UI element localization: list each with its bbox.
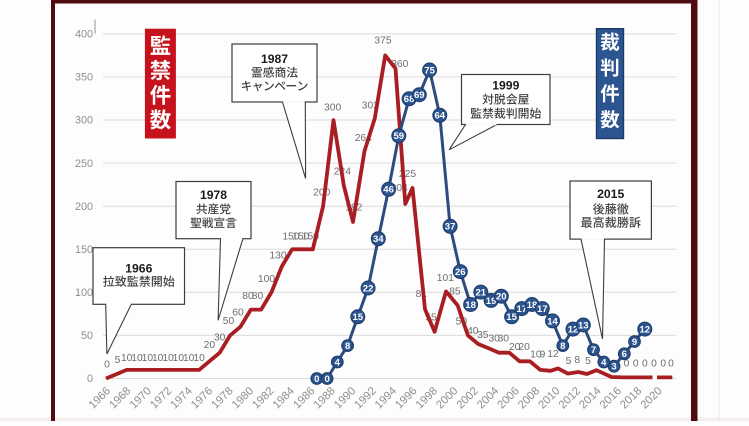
svg-text:150: 150	[282, 231, 299, 242]
svg-text:22: 22	[363, 283, 374, 294]
svg-text:5: 5	[585, 356, 591, 367]
svg-text:20: 20	[509, 342, 521, 353]
svg-text:59: 59	[394, 131, 405, 142]
svg-text:100: 100	[75, 287, 93, 299]
svg-text:64: 64	[435, 111, 446, 122]
svg-text:150: 150	[292, 231, 309, 242]
svg-text:10: 10	[530, 350, 542, 361]
svg-text:40: 40	[467, 326, 479, 337]
svg-text:10: 10	[142, 353, 154, 364]
svg-text:50: 50	[81, 330, 93, 342]
svg-text:5: 5	[115, 355, 121, 366]
svg-text:75: 75	[424, 65, 435, 76]
svg-text:15: 15	[506, 312, 517, 323]
svg-text:2015: 2015	[597, 187, 624, 201]
svg-text:9: 9	[632, 337, 637, 348]
svg-text:18: 18	[465, 300, 476, 311]
svg-text:225: 225	[399, 169, 416, 180]
svg-text:81: 81	[416, 289, 428, 300]
svg-text:18: 18	[527, 300, 538, 311]
svg-text:13: 13	[578, 320, 589, 331]
svg-text:10: 10	[193, 353, 205, 364]
svg-text:34: 34	[373, 234, 384, 245]
svg-text:21: 21	[476, 288, 487, 299]
svg-text:130: 130	[269, 250, 286, 261]
svg-text:300: 300	[324, 103, 341, 114]
svg-text:0: 0	[314, 374, 319, 385]
svg-text:200: 200	[313, 188, 330, 199]
svg-text:8: 8	[574, 355, 580, 366]
svg-text:9: 9	[540, 350, 546, 361]
svg-text:0: 0	[633, 359, 639, 370]
svg-text:10: 10	[162, 353, 174, 364]
svg-text:10: 10	[121, 353, 133, 364]
svg-text:101: 101	[437, 273, 454, 284]
svg-text:350: 350	[75, 72, 93, 84]
svg-text:200: 200	[75, 201, 93, 213]
svg-text:80: 80	[252, 291, 264, 302]
svg-text:37: 37	[445, 222, 456, 233]
svg-text:1987: 1987	[261, 52, 288, 66]
svg-text:68: 68	[404, 94, 415, 105]
svg-text:50: 50	[223, 316, 235, 327]
svg-text:150: 150	[75, 244, 93, 256]
svg-text:0: 0	[642, 359, 648, 370]
svg-text:150: 150	[302, 231, 319, 242]
svg-text:19: 19	[486, 296, 497, 307]
svg-text:30: 30	[214, 333, 226, 344]
svg-text:10: 10	[131, 353, 143, 364]
svg-text:17: 17	[517, 304, 528, 315]
svg-text:14: 14	[547, 316, 558, 327]
svg-text:5: 5	[566, 356, 572, 367]
svg-text:4: 4	[601, 357, 607, 368]
svg-text:80: 80	[242, 291, 254, 302]
svg-text:30: 30	[488, 334, 500, 345]
svg-text:1999: 1999	[492, 79, 519, 93]
svg-text:0: 0	[624, 359, 630, 370]
svg-text:100: 100	[258, 274, 275, 285]
svg-text:0: 0	[104, 360, 110, 371]
svg-text:26: 26	[455, 267, 466, 278]
svg-text:0: 0	[668, 359, 674, 370]
svg-text:375: 375	[374, 36, 391, 47]
svg-text:7: 7	[591, 345, 596, 356]
svg-text:3: 3	[611, 362, 616, 373]
svg-text:35: 35	[477, 330, 489, 341]
svg-text:8: 8	[345, 341, 350, 352]
svg-text:6: 6	[622, 349, 627, 360]
svg-text:1966: 1966	[125, 262, 152, 276]
svg-text:10: 10	[173, 353, 185, 364]
svg-text:302: 302	[362, 101, 379, 112]
svg-text:17: 17	[537, 304, 548, 315]
svg-text:360: 360	[391, 59, 408, 70]
svg-text:12: 12	[547, 349, 559, 360]
svg-text:85: 85	[449, 286, 461, 297]
svg-text:0: 0	[660, 359, 666, 370]
svg-text:12: 12	[568, 325, 579, 336]
svg-text:264: 264	[355, 133, 372, 144]
svg-text:60: 60	[232, 307, 244, 318]
svg-text:0: 0	[87, 373, 93, 385]
svg-text:400: 400	[75, 29, 93, 41]
svg-text:4: 4	[335, 357, 341, 368]
svg-text:46: 46	[383, 185, 394, 196]
svg-text:30: 30	[498, 334, 510, 345]
svg-text:1978: 1978	[200, 188, 227, 202]
svg-text:10: 10	[152, 353, 164, 364]
svg-text:0: 0	[324, 374, 329, 385]
svg-text:69: 69	[414, 90, 425, 101]
svg-text:15: 15	[353, 312, 364, 323]
svg-text:8: 8	[560, 341, 565, 352]
svg-text:20: 20	[496, 292, 507, 303]
svg-text:250: 250	[75, 158, 93, 170]
svg-text:204: 204	[391, 183, 408, 194]
svg-text:10: 10	[183, 353, 195, 364]
svg-text:55: 55	[425, 313, 437, 324]
svg-text:0: 0	[651, 359, 657, 370]
svg-text:12: 12	[640, 325, 651, 336]
svg-text:20: 20	[204, 340, 216, 351]
svg-text:300: 300	[75, 115, 93, 127]
svg-text:20: 20	[518, 342, 530, 353]
